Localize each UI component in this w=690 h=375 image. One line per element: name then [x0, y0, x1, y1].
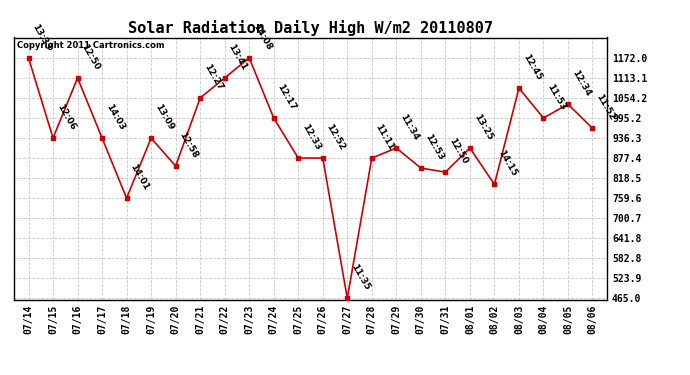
- Text: 13:09: 13:09: [153, 103, 175, 132]
- Text: 11:52: 11:52: [595, 93, 617, 122]
- Text: 11:35: 11:35: [349, 263, 371, 292]
- Text: 11:34: 11:34: [398, 112, 420, 142]
- Text: 13:41: 13:41: [226, 42, 249, 72]
- Text: Copyright 2011 Cartronics.com: Copyright 2011 Cartronics.com: [17, 42, 164, 51]
- Text: 14:08: 14:08: [251, 22, 273, 52]
- Text: 12:17: 12:17: [276, 82, 298, 112]
- Title: Solar Radiation Daily High W/m2 20110807: Solar Radiation Daily High W/m2 20110807: [128, 20, 493, 36]
- Text: 12:52: 12:52: [325, 123, 347, 152]
- Text: 12:53: 12:53: [423, 133, 445, 162]
- Text: 12:27: 12:27: [202, 63, 224, 92]
- Text: 12:58: 12:58: [177, 130, 199, 160]
- Text: 14:03: 14:03: [104, 103, 126, 132]
- Text: 14:15: 14:15: [496, 149, 519, 178]
- Text: 12:33: 12:33: [300, 123, 322, 152]
- Text: 11:53: 11:53: [545, 82, 567, 112]
- Text: 13:25: 13:25: [472, 112, 494, 142]
- Text: 11:11: 11:11: [374, 123, 396, 152]
- Text: 14:01: 14:01: [128, 163, 150, 192]
- Text: 12:34: 12:34: [570, 69, 592, 98]
- Text: 12:50: 12:50: [447, 137, 469, 166]
- Text: 12:06: 12:06: [55, 103, 77, 132]
- Text: 13:33: 13:33: [30, 22, 52, 52]
- Text: 12:50: 12:50: [79, 43, 101, 72]
- Text: 12:45: 12:45: [521, 53, 543, 82]
